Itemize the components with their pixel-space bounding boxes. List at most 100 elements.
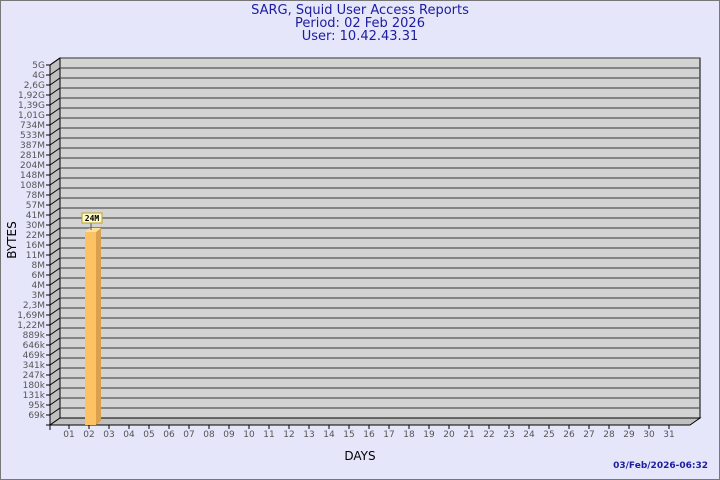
floor: [48, 417, 702, 426]
grid-diagonal: [49, 297, 61, 306]
grid-diagonal: [49, 247, 61, 256]
y-tick-label: 180k: [23, 381, 46, 391]
y-tick-label: 204M: [20, 161, 45, 171]
x-tick-label: 26: [563, 430, 575, 440]
y-tick-label: 889k: [23, 331, 46, 341]
grid-diagonal: [49, 257, 61, 266]
y-tick-label: 1,22M: [17, 321, 45, 331]
y-tick-label: 11M: [26, 251, 45, 261]
x-tick-label: 25: [543, 430, 554, 440]
grid-diagonal: [49, 147, 61, 156]
y-tick-label: 8M: [32, 261, 46, 271]
grid-diagonal: [49, 367, 61, 376]
y-tick-label: 1,39G: [18, 101, 45, 111]
x-tick-label: 16: [363, 430, 375, 440]
x-tick-label: 21: [463, 430, 474, 440]
grid-diagonal: [49, 197, 61, 206]
x-tick-label: 10: [243, 430, 255, 440]
data-label-box: [81, 212, 103, 224]
data-label: 24M: [85, 214, 100, 223]
y-tick-label: 341k: [23, 361, 46, 371]
grid-diagonal: [49, 157, 61, 166]
x-tick-label: 31: [663, 430, 674, 440]
y-tick-label: 469k: [23, 351, 46, 361]
grid-diagonal: [49, 327, 61, 336]
y-tick-label: 2,3M: [23, 301, 45, 311]
x-tick-label: 28: [603, 430, 615, 440]
x-tick-label: 03: [103, 430, 114, 440]
x-tick-label: 30: [643, 430, 655, 440]
x-tick-label: 27: [583, 430, 594, 440]
y-tick-label: 734M: [20, 121, 45, 131]
y-tick-label: 646k: [23, 341, 46, 351]
grid-diagonal: [49, 277, 61, 286]
grid-diagonal: [49, 87, 61, 96]
y-tick-label: 5G: [32, 61, 45, 71]
y-tick-label: 41M: [26, 211, 45, 221]
y-tick-label: 108M: [20, 181, 45, 191]
x-tick-label: 13: [303, 430, 314, 440]
x-tick-label: 22: [483, 430, 494, 440]
y-tick-label: 3M: [32, 291, 46, 301]
grid-diagonal: [49, 397, 61, 406]
y-tick-label: 247k: [23, 371, 46, 381]
grid-diagonal: [49, 407, 61, 416]
x-tick-label: 20: [443, 430, 455, 440]
grid-diagonal: [49, 57, 61, 66]
grid-diagonal: [49, 117, 61, 126]
y-tick-label: 2,6G: [24, 81, 45, 91]
y-tick-label: 16M: [26, 241, 45, 251]
y-tick-label: 1,01G: [18, 111, 45, 121]
bar-top: [85, 228, 101, 232]
x-tick-label: 09: [223, 430, 235, 440]
grid-diagonal: [49, 357, 61, 366]
grid-diagonal: [49, 107, 61, 116]
grid-diagonal: [49, 167, 61, 176]
x-tick-label: 19: [423, 430, 435, 440]
x-tick-label: 07: [183, 430, 194, 440]
x-axis-title: DAYS: [344, 449, 375, 463]
x-tick-label: 23: [503, 430, 514, 440]
y-tick-label: 6M: [32, 271, 46, 281]
x-tick-label: 04: [123, 430, 135, 440]
x-tick-label: 17: [383, 430, 394, 440]
timestamp: 03/Feb/2026-06:32: [613, 461, 708, 471]
y-tick-label: 1,69M: [17, 311, 45, 321]
y-tick-label: 387M: [20, 141, 45, 151]
y-tick-label: 4M: [32, 281, 46, 291]
grid-diagonal: [49, 177, 61, 186]
period-label: Period: 02 Feb 2026: [295, 16, 425, 31]
y-tick-label: 148M: [20, 171, 45, 181]
grid-diagonal: [49, 317, 61, 326]
y-tick-label: 4G: [32, 71, 45, 81]
grid-diagonal: [49, 187, 61, 196]
y-tick-label: 22M: [26, 231, 45, 241]
y-tick-label: 281M: [20, 151, 45, 161]
grid-diagonal: [49, 207, 61, 216]
user-label: User: 10.42.43.31: [301, 29, 419, 44]
bar-02: 24M: [81, 212, 103, 425]
x-tick-label: 18: [403, 430, 415, 440]
x-tick-label: 24: [523, 430, 535, 440]
grid-diagonal: [49, 307, 61, 316]
grid-diagonal: [49, 97, 61, 106]
grid-diagonal: [49, 237, 61, 246]
x-tick-label: 05: [143, 430, 154, 440]
chart-title: SARG, Squid User Access Reports: [251, 3, 469, 18]
grid-diagonal: [49, 67, 61, 76]
x-tick-label: 11: [263, 430, 274, 440]
grid-diagonal: [49, 347, 61, 356]
grid-diagonal: [49, 337, 61, 346]
bar-front: [85, 232, 96, 425]
y-tick-label: 57M: [26, 201, 45, 211]
grid-diagonal: [49, 137, 61, 146]
y-tick-label: 533M: [20, 131, 45, 141]
grid-diagonal: [49, 287, 61, 296]
y-tick-label: 78M: [26, 191, 45, 201]
x-tick-label: 12: [283, 430, 294, 440]
x-tick-label: 15: [343, 430, 354, 440]
grid-diagonal: [49, 227, 61, 236]
bar-side: [96, 228, 101, 425]
x-tick-label: 29: [623, 430, 635, 440]
grid-diagonal: [49, 217, 61, 226]
